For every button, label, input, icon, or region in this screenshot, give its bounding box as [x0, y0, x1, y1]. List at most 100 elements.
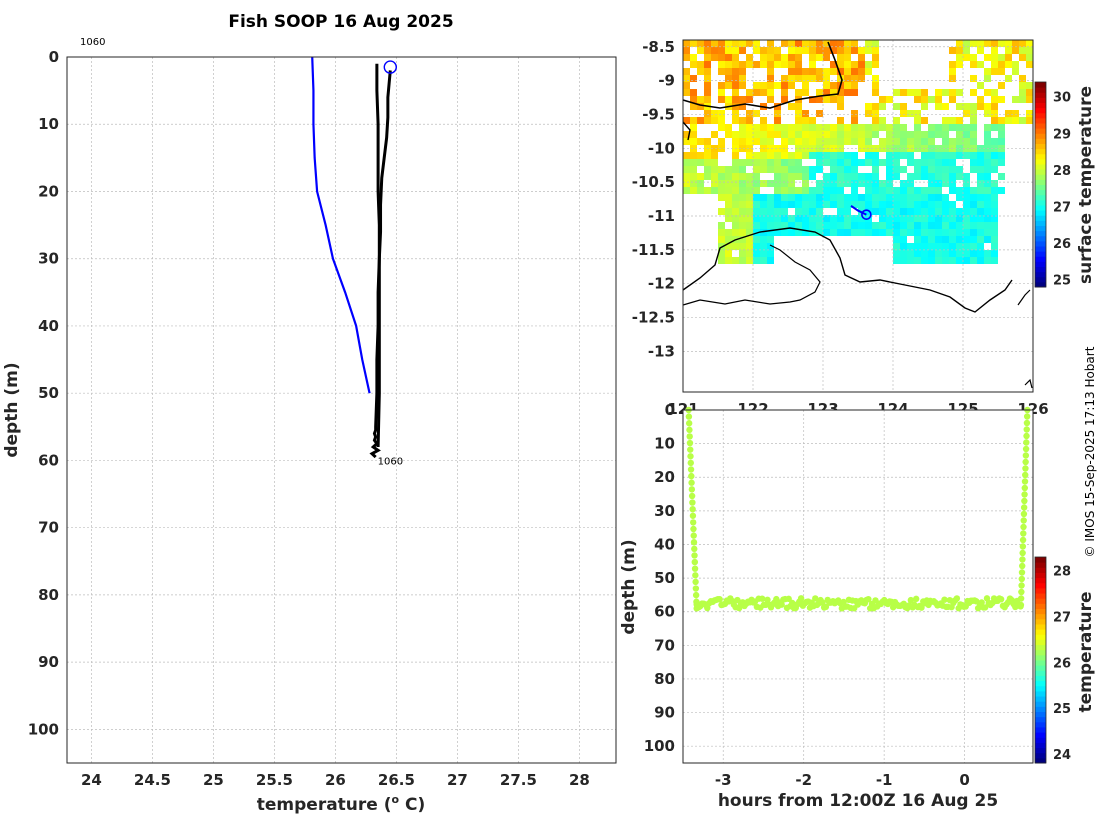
sst-cell [879, 229, 886, 236]
sst-cell [949, 89, 956, 96]
sst-cell [823, 222, 830, 229]
sst-cell [1019, 47, 1026, 54]
sst-cell [767, 166, 774, 173]
sst-cell [739, 145, 746, 152]
depth-time-x-tick-label: -2 [795, 771, 812, 789]
sst-cell [935, 103, 942, 110]
sst-cell [760, 229, 767, 236]
depth-time-point [1021, 478, 1029, 485]
depth-time-point [941, 596, 948, 603]
sst-cell [914, 243, 921, 250]
coastline-island [682, 244, 821, 306]
sst-cell [795, 68, 802, 75]
sst-cell [788, 131, 795, 138]
depth-time-point [692, 572, 699, 579]
sst-cell [921, 96, 928, 103]
sst-cell [893, 152, 900, 159]
sst-cell [760, 208, 767, 215]
sst-cell [739, 124, 746, 131]
sst-cell [942, 250, 949, 257]
sst-cell [816, 229, 823, 236]
sst-cell [774, 208, 781, 215]
sst-cell [830, 138, 837, 145]
sst-cell [781, 82, 788, 89]
sst-cell [886, 145, 893, 152]
sst-cell [900, 257, 907, 264]
sst-cell [977, 229, 984, 236]
sst-cell [711, 166, 718, 173]
sst-cell [767, 82, 774, 89]
sst-cell [977, 222, 984, 229]
sst-cell [816, 187, 823, 194]
sst-cell [753, 173, 760, 180]
temperature-colorbar-segment [1035, 587, 1046, 594]
temperature-colorbar-frame [1034, 556, 1047, 764]
sst-cell [963, 215, 970, 222]
sst-cell [914, 173, 921, 180]
sst-colorbar-segment [1035, 230, 1046, 237]
sst-cell [921, 173, 928, 180]
sst-cell [914, 208, 921, 215]
sst-cell [718, 61, 725, 68]
sst-cell [970, 110, 977, 117]
sst-cell [725, 215, 732, 222]
sst-cell [739, 180, 746, 187]
sst-cell [760, 194, 767, 201]
sst-cell [858, 138, 865, 145]
sst-cell [837, 194, 844, 201]
sst-cell [732, 138, 739, 145]
sst-cell [830, 215, 837, 222]
sst-cell [1026, 96, 1033, 103]
sst-colorbar-tick-label: 27 [1053, 200, 1071, 215]
sst-cell [970, 54, 977, 61]
depth-time-point [687, 459, 694, 467]
sst-cell [858, 159, 865, 166]
profile-y-tick-label: 60 [38, 451, 59, 469]
sst-cell [795, 145, 802, 152]
sst-cell [746, 180, 753, 187]
sst-cell [704, 54, 711, 61]
sst-cell [830, 180, 837, 187]
sst-cell [963, 138, 970, 145]
sst-cell [795, 47, 802, 54]
sst-cell [760, 250, 767, 257]
sst-cell [921, 201, 928, 208]
temperature-colorbar-tick-label: 24 [1053, 748, 1071, 763]
profile-x-tick-label: 28 [569, 771, 590, 789]
sst-cell [788, 229, 795, 236]
sst-cell [970, 40, 977, 47]
sst-cell [718, 68, 725, 75]
sst-cell [830, 96, 837, 103]
depth-time-point [688, 492, 696, 500]
sst-cell [977, 236, 984, 243]
depth-time-x-tick-label: -3 [715, 771, 732, 789]
sst-cell [760, 82, 767, 89]
depth-time-point [689, 505, 696, 513]
sst-cell [907, 152, 914, 159]
sst-cell [732, 229, 739, 236]
sst-cell [837, 89, 844, 96]
sst-cell [718, 194, 725, 201]
depth-time-point [1018, 575, 1025, 583]
sst-cell [956, 173, 963, 180]
sst-cell [1026, 40, 1033, 47]
sst-cell [858, 75, 865, 82]
depth-time-y-tick-label: 80 [654, 670, 675, 688]
sst-cell [760, 124, 767, 131]
sst-cell [774, 124, 781, 131]
sst-cell [683, 82, 690, 89]
sst-cell [795, 103, 802, 110]
sst-cell [802, 201, 809, 208]
sst-cell [998, 152, 1005, 159]
sst-cell [1005, 75, 1012, 82]
sst-cell [767, 222, 774, 229]
sst-cell [935, 131, 942, 138]
sst-cell [781, 208, 788, 215]
depth-time-point [690, 539, 698, 546]
profile-x-tick-label: 25.5 [256, 771, 293, 789]
depth-time-point [1022, 458, 1029, 466]
sst-cell [1012, 110, 1019, 117]
sst-cell [879, 96, 886, 103]
sst-cell [949, 124, 956, 131]
sst-cell [718, 250, 725, 257]
